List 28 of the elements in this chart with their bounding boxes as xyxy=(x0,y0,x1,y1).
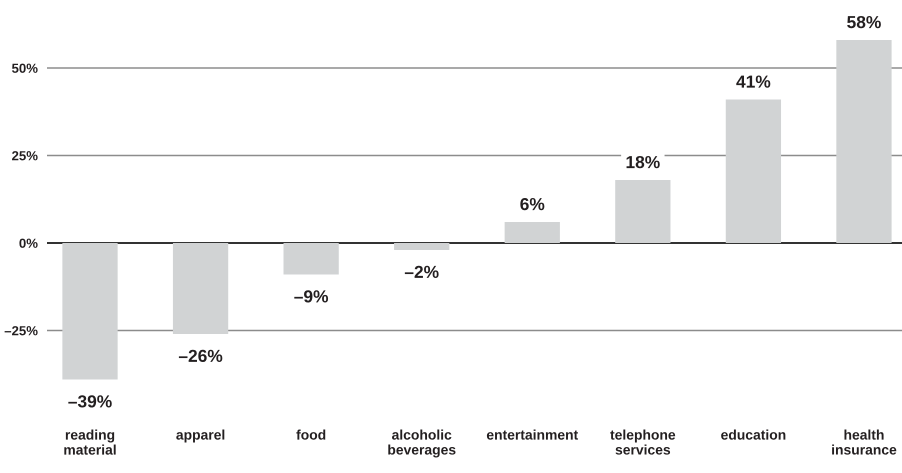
data-label: 6% xyxy=(520,198,544,210)
bar xyxy=(172,243,228,334)
bar xyxy=(615,180,670,243)
x-tick-label: food xyxy=(296,430,326,440)
x-tick-label: apparel xyxy=(176,430,224,442)
bar xyxy=(726,100,782,243)
x-tick-label: reading material xyxy=(64,430,116,455)
y-tick-label: 25% xyxy=(12,151,38,160)
y-tick-label: –25% xyxy=(4,326,38,336)
data-label: 18% xyxy=(626,156,660,168)
data-label: 41% xyxy=(736,75,770,88)
bar xyxy=(394,243,450,250)
bar xyxy=(504,222,560,243)
data-label: –39% xyxy=(68,395,112,408)
bar xyxy=(836,40,892,243)
data-label: –26% xyxy=(178,350,222,362)
data-label: –9% xyxy=(294,290,328,303)
x-tick-label: education xyxy=(721,430,786,440)
y-tick-label: 50% xyxy=(12,64,38,73)
bar xyxy=(284,243,339,274)
data-label: 58% xyxy=(847,16,881,28)
x-tick-label: telephone services xyxy=(610,430,676,455)
y-tick-label: 0% xyxy=(19,238,38,248)
x-tick-label: entertainment xyxy=(486,430,578,440)
data-label: –2% xyxy=(404,266,439,278)
x-tick-label: health insurance xyxy=(832,430,896,455)
bar xyxy=(62,243,118,380)
x-tick-label: alcoholic beverages xyxy=(388,430,456,458)
